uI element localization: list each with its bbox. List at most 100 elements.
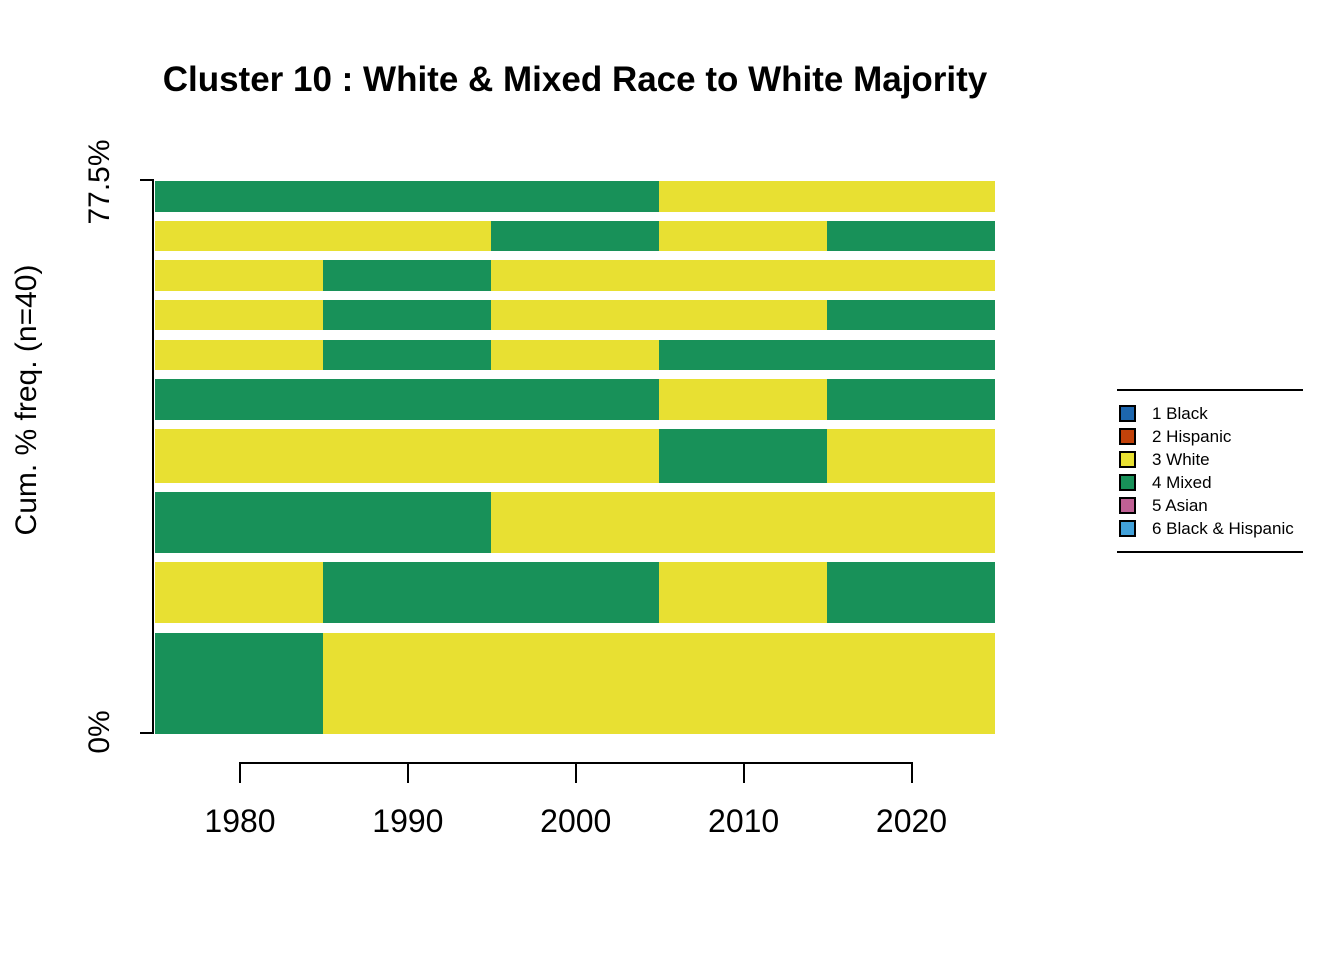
x-tick-label-1990: 1990 bbox=[372, 803, 444, 839]
state-segment-1990-white bbox=[323, 428, 491, 483]
state-segment-2010-white bbox=[659, 562, 827, 624]
y-axis-label: Cum. % freq. (n=40) bbox=[10, 264, 43, 536]
chart-title: Cluster 10 : White & Mixed Race to White… bbox=[162, 60, 988, 99]
x-axis-tick-2010 bbox=[742, 762, 745, 783]
state-segment-2020-mixed bbox=[827, 300, 995, 331]
legend-item-label: 4 Mixed bbox=[1152, 473, 1212, 492]
state-segment-2010-white bbox=[659, 632, 827, 734]
sequence-bars bbox=[155, 0, 995, 740]
state-segment-1980-white bbox=[155, 562, 323, 624]
state-segment-2000-white bbox=[491, 300, 659, 331]
state-segment-1980-mixed bbox=[155, 492, 323, 554]
x-axis-tick-2000 bbox=[574, 762, 577, 783]
state-segment-2000-white bbox=[491, 492, 659, 554]
state-segment-2020-white bbox=[827, 492, 995, 554]
state-segment-1980-mixed bbox=[155, 378, 323, 420]
legend-item-label: 2 Hispanic bbox=[1152, 427, 1232, 446]
sequence-bar-7 bbox=[155, 428, 995, 483]
legend-item-4-mixed: 4 Mixed bbox=[1119, 471, 1212, 494]
state-segment-2020-mixed bbox=[827, 220, 995, 251]
sequence-bar-8 bbox=[155, 492, 995, 554]
state-segment-1980-mixed bbox=[155, 180, 323, 212]
state-segment-2020-mixed bbox=[827, 562, 995, 624]
legend-swatch-icon bbox=[1119, 451, 1136, 468]
legend-swatch-icon bbox=[1119, 405, 1136, 422]
legend-swatch-icon bbox=[1119, 474, 1136, 491]
state-segment-1990-mixed bbox=[323, 180, 491, 212]
sequence-bar-5 bbox=[155, 339, 995, 370]
state-segment-1980-white bbox=[155, 339, 323, 370]
state-segment-2020-mixed bbox=[827, 378, 995, 420]
state-segment-2000-white bbox=[491, 632, 659, 734]
legend: 1 Black 2 Hispanic 3 White 4 Mixed 5 Asian 6 … bbox=[1117, 389, 1303, 554]
state-segment-2000-white bbox=[491, 339, 659, 370]
state-segment-2000-mixed bbox=[491, 562, 659, 624]
y-tick-label-bottom: 0% bbox=[83, 710, 116, 754]
state-segment-1990-mixed bbox=[323, 339, 491, 370]
state-segment-2010-mixed bbox=[659, 428, 827, 483]
state-segment-2000-white bbox=[491, 428, 659, 483]
state-segment-2010-white bbox=[659, 260, 827, 292]
x-axis-tick-1980 bbox=[239, 762, 241, 783]
state-segment-1990-mixed bbox=[323, 300, 491, 331]
x-tick-label-2010: 2010 bbox=[708, 803, 780, 839]
state-segment-2010-white bbox=[659, 180, 827, 212]
sequence-bar-10 bbox=[155, 632, 995, 734]
state-segment-1990-mixed bbox=[323, 492, 491, 554]
legend-item-1-black: 1 Black bbox=[1119, 402, 1208, 425]
state-segment-2000-white bbox=[491, 260, 659, 292]
sequence-bar-3 bbox=[155, 260, 995, 292]
legend-item-label: 3 White bbox=[1152, 450, 1210, 469]
x-axis-tick-1990 bbox=[406, 762, 409, 783]
x-tick-label-1980: 1980 bbox=[204, 803, 276, 839]
state-segment-2010-white bbox=[659, 378, 827, 420]
legend-swatch-icon bbox=[1119, 520, 1136, 537]
state-segment-2020-white bbox=[827, 428, 995, 483]
state-segment-2020-white bbox=[827, 632, 995, 734]
state-segment-2020-mixed bbox=[827, 339, 995, 370]
state-segment-1990-mixed bbox=[323, 562, 491, 624]
state-segment-1980-white bbox=[155, 428, 323, 483]
state-segment-1990-white bbox=[323, 632, 491, 734]
state-segment-1980-white bbox=[155, 220, 323, 251]
legend-top-rule bbox=[1117, 389, 1303, 391]
sequence-bar-9 bbox=[155, 562, 995, 624]
state-segment-1990-mixed bbox=[323, 378, 491, 420]
state-segment-1980-white bbox=[155, 300, 323, 331]
state-segment-1990-white bbox=[323, 220, 491, 251]
legend-item-5-asian: 5 Asian bbox=[1119, 494, 1208, 517]
state-segment-2020-white bbox=[827, 260, 995, 292]
sequence-bar-1 bbox=[155, 180, 995, 212]
legend-swatch-icon bbox=[1119, 497, 1136, 514]
x-axis-tick-2020 bbox=[910, 762, 913, 783]
legend-bottom-rule bbox=[1117, 551, 1303, 553]
legend-item-label: 6 Black & Hispanic bbox=[1152, 519, 1294, 538]
sequence-bar-2 bbox=[155, 220, 995, 251]
x-tick-label-2020: 2020 bbox=[875, 803, 948, 839]
legend-item-3-white: 3 White bbox=[1119, 448, 1210, 471]
state-segment-2000-mixed bbox=[491, 220, 659, 251]
x-tick-label-2000: 2000 bbox=[540, 803, 612, 839]
legend-item-2-hispanic: 2 Hispanic bbox=[1119, 425, 1231, 448]
state-segment-1990-mixed bbox=[323, 260, 491, 292]
state-segment-2000-mixed bbox=[491, 378, 659, 420]
legend-item-label: 5 Asian bbox=[1152, 496, 1208, 515]
legend-item-6-black-hispanic: 6 Black & Hispanic bbox=[1119, 517, 1294, 540]
y-axis-tick-bottom bbox=[140, 732, 153, 734]
state-segment-1980-mixed bbox=[155, 632, 323, 734]
sequence-bar-6 bbox=[155, 378, 995, 420]
y-axis-line bbox=[152, 179, 154, 734]
sequence-bar-4 bbox=[155, 300, 995, 331]
legend-swatch-icon bbox=[1119, 428, 1136, 445]
legend-item-label: 1 Black bbox=[1152, 404, 1208, 423]
state-segment-2010-white bbox=[659, 492, 827, 554]
state-segment-2000-mixed bbox=[491, 180, 659, 212]
state-segment-1980-white bbox=[155, 260, 323, 292]
y-tick-label-top: 77.5% bbox=[83, 139, 116, 225]
state-segment-2020-white bbox=[827, 180, 995, 212]
state-segment-2010-white bbox=[659, 220, 827, 251]
state-segment-2010-mixed bbox=[659, 339, 827, 370]
y-axis-tick-top bbox=[140, 179, 153, 181]
state-segment-2010-white bbox=[659, 300, 827, 331]
